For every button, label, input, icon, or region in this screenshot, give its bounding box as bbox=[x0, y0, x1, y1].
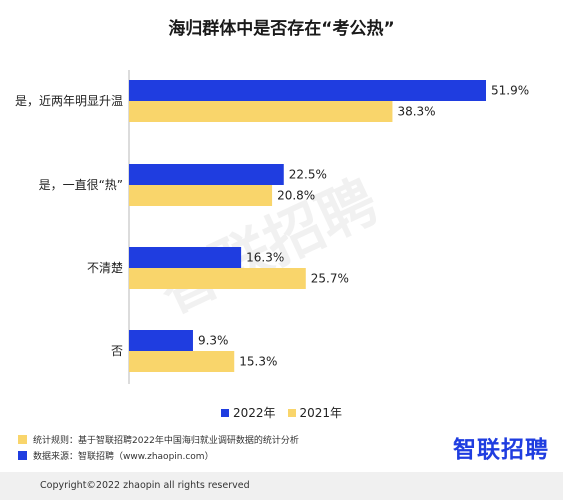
logo-text: 智联招聘 bbox=[453, 437, 549, 463]
data-label: 38.3% bbox=[397, 105, 435, 119]
bar-2021 bbox=[129, 351, 235, 372]
legend-item-2021: 2021年 bbox=[287, 404, 343, 421]
legend-label-2022: 2022年 bbox=[232, 406, 276, 420]
bar-2022 bbox=[129, 164, 284, 185]
legend: 2022年 2021年 bbox=[0, 404, 563, 421]
data-label: 20.8% bbox=[277, 189, 315, 203]
data-label: 15.3% bbox=[239, 355, 277, 369]
bar-2022 bbox=[129, 330, 193, 351]
bar-2022 bbox=[129, 247, 242, 268]
legend-swatch-2021 bbox=[287, 408, 296, 417]
data-label: 51.9% bbox=[491, 84, 529, 98]
category-label: 否 bbox=[111, 344, 123, 358]
notes: 统计规则：基于智联招聘2022年中国海归就业调研数据的统计分析 数据来源：智联招… bbox=[18, 431, 299, 463]
legend-label-2021: 2021年 bbox=[299, 406, 343, 420]
bar-2021 bbox=[129, 268, 306, 289]
bar-2021 bbox=[129, 185, 273, 206]
note-swatch-rule bbox=[18, 434, 27, 444]
zhaopin-logo: 智联招聘 bbox=[453, 430, 549, 464]
data-label: 16.3% bbox=[246, 251, 284, 265]
data-label: 9.3% bbox=[198, 334, 229, 348]
category-label: 是，一直很“热” bbox=[39, 178, 123, 192]
note-source-text: 数据来源：智联招聘（www.zhaopin.com） bbox=[33, 451, 214, 462]
data-label: 25.7% bbox=[311, 272, 349, 286]
category-label: 不清楚 bbox=[87, 261, 123, 275]
copyright-text: Copyright©2022 zhaopin all rights reserv… bbox=[40, 480, 250, 491]
note-swatch-source bbox=[18, 450, 27, 460]
bar-2022 bbox=[129, 80, 486, 101]
legend-item-2022: 2022年 bbox=[220, 404, 276, 421]
note-statistics-rule: 统计规则：基于智联招聘2022年中国海归就业调研数据的统计分析 bbox=[18, 431, 299, 447]
chart-title: 海归群体中是否存在“考公热” bbox=[168, 19, 395, 39]
note-data-source: 数据来源：智联招聘（www.zhaopin.com） bbox=[18, 447, 299, 463]
legend-swatch-2022 bbox=[220, 408, 229, 417]
bar-2021 bbox=[129, 101, 393, 122]
note-rule-text: 统计规则：基于智联招聘2022年中国海归就业调研数据的统计分析 bbox=[33, 435, 299, 446]
bar-chart: 是，近两年明显升温 51.9% 38.3% 是，一直很“热” 22.5% 20.8% 不清楚… bbox=[15, 70, 529, 384]
copyright-bar: Copyright©2022 zhaopin all rights reserv… bbox=[0, 472, 563, 500]
data-label: 22.5% bbox=[289, 168, 327, 182]
category-label: 是，近两年明显升温 bbox=[15, 94, 123, 108]
